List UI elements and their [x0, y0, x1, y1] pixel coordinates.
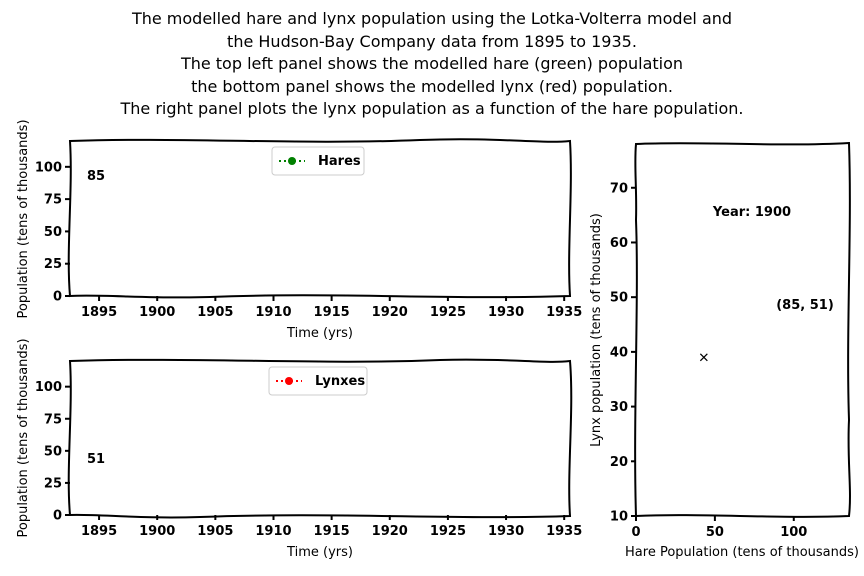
lynx-panel-frame [67, 358, 573, 519]
x-tick-label: 1905 [197, 524, 233, 539]
hare-panel-frame [67, 138, 572, 299]
x-tick-label: 1930 [488, 524, 524, 539]
x-tick-label: 1920 [372, 524, 408, 539]
lynx-legend-marker [285, 377, 293, 385]
hare-legend: Hares [271, 146, 365, 176]
x-tick-label: 1910 [255, 305, 291, 320]
scatter-point [699, 353, 708, 362]
phase-panel-frame [634, 141, 851, 518]
figure-title: The modelled hare and lynx population us… [0, 8, 864, 121]
title-line: The right panel plots the lynx populatio… [120, 99, 744, 118]
y-tick-label: 20 [610, 455, 628, 470]
y-tick-label: 70 [610, 181, 628, 196]
hare-legend-label: Hares [318, 154, 361, 169]
y-tick-label: 50 [610, 291, 628, 306]
x-tick-label: 1935 [546, 524, 582, 539]
lynx-ylabel: Population (tens of thousands) [16, 338, 31, 537]
lynx-xlabel: Time (yrs) [286, 545, 353, 560]
x-tick-label: 1895 [81, 524, 117, 539]
y-tick-label: 0 [53, 290, 62, 305]
x-tick-label: 1915 [314, 305, 350, 320]
lynx-legend-label: Lynxes [315, 374, 365, 389]
x-tick-label: 1925 [430, 524, 466, 539]
x-tick-label: 0 [631, 525, 640, 540]
x-tick-label: 1935 [546, 305, 582, 320]
hare-legend-marker [288, 157, 296, 165]
title-line: the Hudson-Bay Company data from 1895 to… [227, 31, 637, 51]
x-tick-label: 1900 [139, 305, 175, 320]
y-tick-label: 30 [610, 400, 628, 415]
y-tick-label: 25 [44, 257, 62, 272]
lynx-panel: 1895 1900 1905 1910 1915 1920 1925 1930 1935 0 25 5… [16, 338, 582, 560]
title-line: the bottom panel shows the modelled lynx… [191, 76, 673, 96]
x-tick-label: 1920 [372, 305, 408, 320]
x-tick-label: 50 [706, 525, 724, 540]
coordinate-label: (85, 51) [776, 298, 834, 313]
x-tick-label: 1910 [255, 524, 291, 539]
title-line: The top left panel shows the modelled ha… [180, 54, 684, 73]
phase-xlabel: Hare Population (tens of thousands) [625, 545, 859, 560]
x-tick-label: 1925 [430, 305, 466, 320]
lynx-legend: Lynxes [268, 366, 368, 396]
y-tick-label: 100 [35, 160, 62, 175]
hare-xlabel: Time (yrs) [286, 326, 353, 341]
y-tick-label: 60 [610, 236, 628, 251]
hare-panel: 1895 1900 1905 1910 1915 1920 1925 1930 1935 0 25 5… [16, 119, 582, 341]
x-tick-label: 1930 [488, 305, 524, 320]
title-line: The modelled hare and lynx population us… [131, 9, 733, 28]
x-tick-label: 1915 [314, 524, 350, 539]
y-tick-label: 100 [35, 380, 62, 395]
phase-ylabel: Lynx population (tens of thousands) [589, 213, 604, 447]
y-tick-label: 50 [44, 444, 62, 459]
y-tick-label: 0 [53, 509, 62, 524]
year-label: Year: 1900 [712, 205, 791, 220]
x-tick-label: 1895 [81, 305, 117, 320]
y-tick-label: 10 [610, 510, 628, 525]
y-tick-label: 40 [610, 345, 628, 360]
hare-value-annotation: 85 [87, 169, 105, 184]
x-tick-label: 1905 [197, 305, 233, 320]
y-tick-label: 25 [44, 476, 62, 491]
y-tick-label: 75 [44, 412, 62, 427]
lynx-value-annotation: 51 [87, 452, 105, 467]
x-tick-label: 100 [780, 525, 807, 540]
x-tick-label: 1900 [139, 524, 175, 539]
phase-panel: 0 50 100 10 20 30 40 50 60 70 Hare Population (te… [589, 141, 859, 560]
y-tick-label: 75 [44, 193, 62, 208]
hare-ylabel: Population (tens of thousands) [16, 119, 31, 318]
y-tick-label: 50 [44, 225, 62, 240]
